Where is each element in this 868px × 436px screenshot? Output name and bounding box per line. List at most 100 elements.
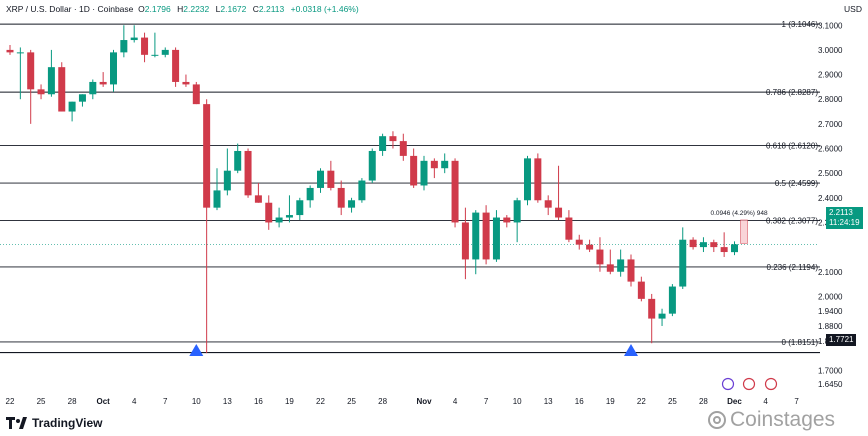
close-value: 2.2113 [258,4,285,14]
candle-body [37,89,45,95]
candle-body [513,200,521,223]
candle-body [348,200,356,208]
candle-body [731,244,738,253]
candle-body [658,313,666,319]
low-value: 2.1672 [220,4,247,14]
candle-body [399,141,407,156]
open-value: 2.1796 [144,4,171,14]
candle-body [596,249,604,265]
candle-body [575,239,583,245]
candle-body [120,40,128,53]
price-tick-label: 2.6000 [818,145,843,154]
fib-level-label: 0.618 (2.6120) [766,142,818,151]
candle-body [430,160,438,169]
price-tick-label: 2.7000 [818,120,843,129]
price-tick-label: 2.5000 [818,169,843,178]
price-tick-label: 2.9000 [818,71,843,80]
candle-body [451,160,459,223]
date-tick-label: 7 [163,397,168,406]
open-label: O [138,4,145,14]
candle-body [420,160,428,186]
date-tick-label: 25 [668,397,677,406]
candle-body [699,242,707,248]
date-tick-label: Oct [96,397,110,406]
candle-body [482,212,490,260]
candle-body [6,49,14,53]
date-tick-label: 28 [68,397,77,406]
current-price-value: 2.2113 [829,208,853,217]
current-price-badge: 2.2113 11:24:19 [826,207,863,229]
candle-body [720,247,728,253]
fib-level-label: 0 (1.8151) [782,338,819,347]
currency-label: USD [844,4,862,14]
price-tick-label: 2.8000 [818,95,843,104]
candle-body [358,180,366,201]
date-tick-label: 7 [794,397,799,406]
candle-body [472,212,480,260]
candle-body [161,49,169,55]
date-tick-label: 22 [6,397,15,406]
close-label: C [252,4,259,14]
candle-body [534,158,542,201]
bar-countdown: 11:24:19 [829,218,860,227]
candle-body [58,67,66,112]
date-tick-label: 4 [132,397,137,406]
date-tick-label: 19 [285,397,294,406]
candle-body [78,94,86,102]
tradingview-logo-icon [6,417,28,429]
event-flag-icon [764,377,778,391]
high-value: 2.2232 [183,4,210,14]
date-tick-label: 28 [378,397,387,406]
candle-body [492,217,500,260]
symbol-label: XRP / U.S. Dollar · 1D · Coinbase [6,4,134,14]
candle-body [234,150,242,171]
price-tick-label: 1.6450 [818,380,843,389]
candle-body [710,242,718,248]
candle-body [461,222,469,260]
candle-body [182,81,190,85]
date-tick-label: 16 [575,397,584,406]
date-tick-label: 25 [37,397,46,406]
candle-body [203,104,211,208]
watermark-logo-icon [708,411,726,429]
price-tick-label: 3.1000 [818,21,843,30]
measure-label: 0.0946 (4.29%) 948 [711,210,768,217]
candle-body [617,259,625,272]
candle-body [544,200,552,208]
date-tick-label: 16 [254,397,263,406]
date-tick-label: 4 [453,397,458,406]
date-tick-label: 28 [699,397,708,406]
date-tick-label: 25 [347,397,356,406]
date-tick-label: Dec [727,397,742,406]
candle-body [586,244,594,250]
candle-body [275,217,283,223]
watermark: Coinstages [708,408,835,432]
candle-body [565,217,573,240]
fib-level-label: 0.786 (2.8287) [766,88,818,97]
watermark-text: Coinstages [730,408,836,431]
candle-body [317,170,324,188]
candle-body [99,81,107,85]
candle-body [679,239,687,287]
low-label: L [215,4,221,14]
candle-body [285,215,293,218]
candle-body [296,200,304,216]
high-label: H [177,4,184,14]
candle-body [192,84,200,105]
candle-body [637,281,645,299]
fib-level-label: 0.236 (2.1194) [767,263,819,272]
tradingview-brand[interactable]: TradingView [6,416,102,430]
low-price-badge: 1.7721 [826,334,857,346]
candle-body [627,259,635,282]
candle-body [648,298,656,319]
candle-body [368,150,376,181]
candle-body [130,37,138,41]
event-flag-icon [721,377,735,391]
candle-body [689,239,697,248]
fib-level-label: 0.382 (2.3077) [766,217,818,226]
candle-body [606,264,614,272]
candle-body [172,49,180,82]
candle-body [524,158,531,201]
brand-name: TradingView [32,416,103,430]
